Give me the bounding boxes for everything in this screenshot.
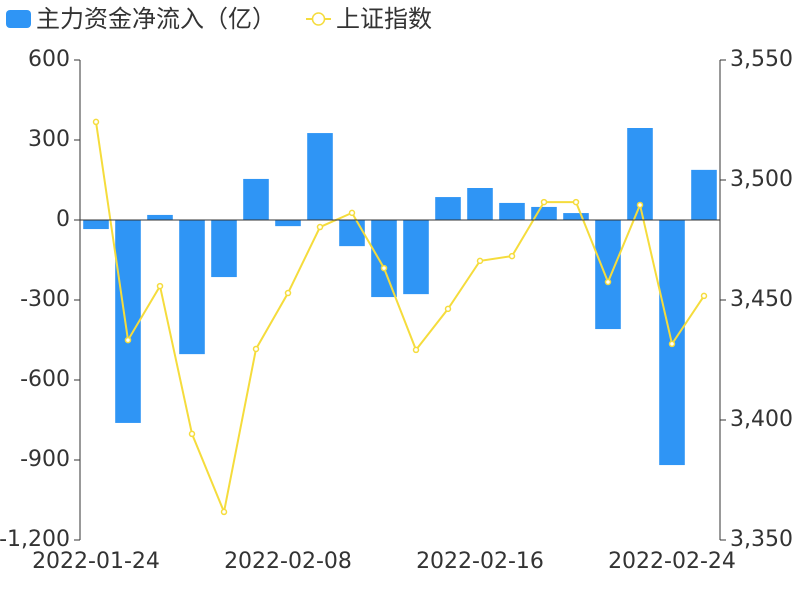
line-point bbox=[444, 305, 452, 313]
line-point bbox=[668, 340, 676, 348]
line-point bbox=[636, 201, 644, 209]
legend-label: 上证指数 bbox=[336, 5, 432, 33]
legend-label: 主力资金净流入（亿） bbox=[36, 5, 276, 33]
line-point bbox=[380, 264, 388, 272]
line-point bbox=[508, 252, 516, 260]
x-tick-label: 2022-02-16 bbox=[416, 549, 544, 574]
x-tick-label: 2022-02-08 bbox=[224, 549, 352, 574]
bar bbox=[499, 202, 525, 220]
line-point bbox=[476, 257, 484, 265]
bar bbox=[83, 220, 109, 230]
x-tick-label: 2022-01-24 bbox=[32, 549, 160, 574]
x-tick-label: 2022-02-24 bbox=[608, 549, 736, 574]
line-point bbox=[412, 346, 420, 354]
bar bbox=[275, 220, 301, 227]
y-tick-label: 0 bbox=[56, 207, 70, 232]
bar bbox=[243, 178, 269, 220]
bar bbox=[307, 133, 333, 220]
y-tick-label: 300 bbox=[28, 127, 70, 152]
line-point bbox=[604, 278, 612, 286]
y2-tick-label: 3,500 bbox=[730, 167, 793, 192]
y2-tick-label: 3,350 bbox=[730, 527, 793, 552]
legend-swatch bbox=[6, 10, 31, 28]
bar bbox=[371, 220, 397, 298]
bar bbox=[595, 220, 621, 330]
bar bbox=[531, 206, 557, 220]
bar bbox=[339, 220, 365, 247]
y2-tick-label: 3,400 bbox=[730, 407, 793, 432]
y2-tick-label: 3,550 bbox=[730, 47, 793, 72]
y-tick-label: -300 bbox=[20, 287, 70, 312]
y2-tick-label: 3,450 bbox=[730, 287, 793, 312]
line-point bbox=[124, 336, 132, 344]
line-point bbox=[348, 209, 356, 217]
bar bbox=[435, 197, 461, 220]
y-tick-label: -600 bbox=[20, 367, 70, 392]
line-point bbox=[316, 223, 324, 231]
line-point bbox=[220, 508, 228, 516]
bar bbox=[403, 220, 429, 295]
bar bbox=[467, 188, 493, 220]
line-point bbox=[572, 198, 580, 206]
bar bbox=[179, 220, 205, 355]
legend: 主力资金净流入（亿） 上证指数 bbox=[6, 5, 432, 33]
y-tick-label: -900 bbox=[20, 447, 70, 472]
y-tick-label: 600 bbox=[28, 47, 70, 72]
line-point bbox=[284, 289, 292, 297]
legend-swatch bbox=[311, 12, 326, 26]
line-point bbox=[540, 198, 548, 206]
bar bbox=[211, 220, 237, 278]
line-point bbox=[156, 282, 164, 290]
line-point bbox=[92, 118, 100, 126]
bar bbox=[691, 169, 717, 220]
line bbox=[95, 121, 705, 516]
line-point bbox=[700, 292, 708, 300]
y-tick-label: -1,200 bbox=[0, 527, 70, 552]
line-point bbox=[252, 345, 260, 353]
bar bbox=[563, 213, 589, 220]
bar bbox=[147, 214, 173, 220]
line-point bbox=[188, 430, 196, 438]
bar bbox=[115, 220, 141, 423]
